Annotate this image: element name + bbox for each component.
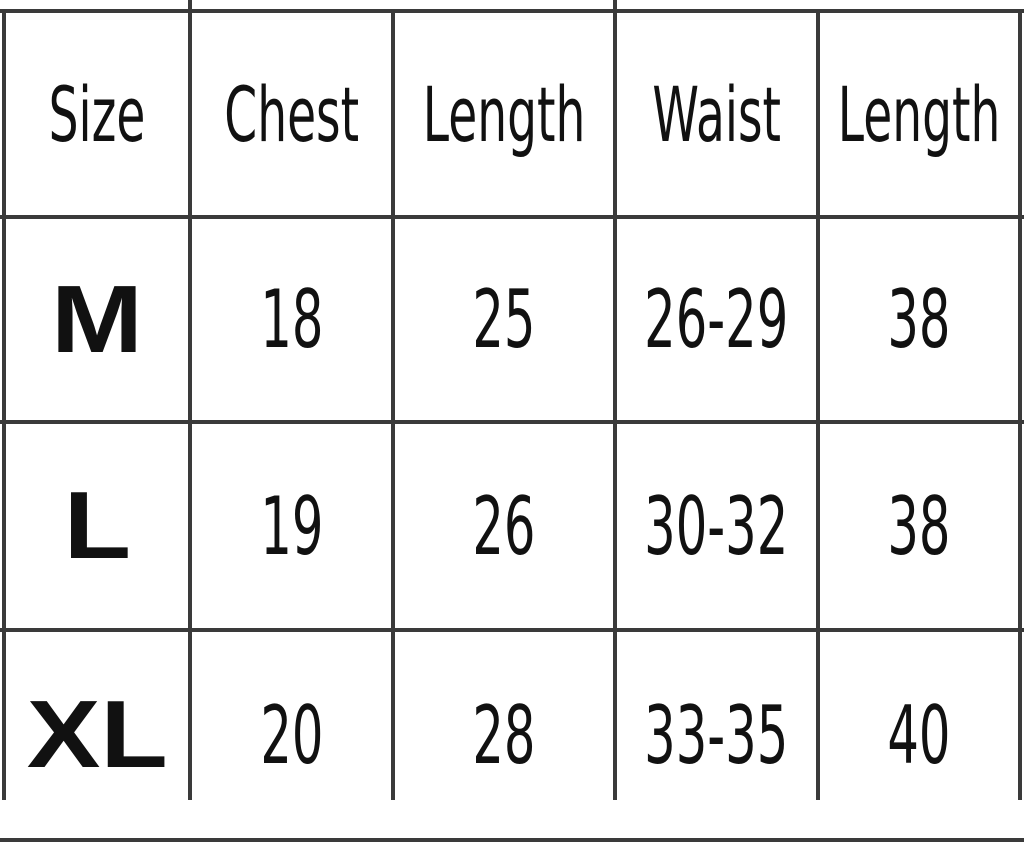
value-cell-text: 30-32 bbox=[644, 479, 789, 573]
size-cell: M bbox=[4, 217, 190, 422]
column-divider bbox=[391, 11, 395, 800]
header-cell-text: Length bbox=[422, 69, 586, 159]
size-cell-text: L bbox=[63, 472, 131, 579]
value-cell-text: 26 bbox=[472, 479, 536, 573]
size-cell: XL bbox=[4, 630, 190, 840]
value-cell: 19 bbox=[190, 422, 393, 630]
value-cell: 30-32 bbox=[615, 422, 818, 630]
value-cell-text: 20 bbox=[259, 688, 324, 782]
value-cell-text: 18 bbox=[259, 273, 324, 366]
value-cell-text: 38 bbox=[887, 479, 951, 573]
header-cell: Length bbox=[393, 11, 615, 217]
column-divider bbox=[1018, 11, 1022, 800]
value-cell-text: 38 bbox=[887, 273, 951, 366]
column-divider bbox=[2, 11, 6, 800]
column-divider bbox=[613, 0, 617, 800]
value-cell: 40 bbox=[818, 630, 1020, 840]
value-cell-text: 28 bbox=[472, 688, 536, 782]
row-divider bbox=[0, 9, 1024, 13]
header-cell: Length bbox=[818, 11, 1020, 217]
row-divider bbox=[0, 420, 1024, 424]
value-cell: 25 bbox=[393, 217, 615, 422]
size-cell-text: XL bbox=[26, 681, 168, 788]
value-cell: 38 bbox=[818, 217, 1020, 422]
header-cell-text: Chest bbox=[224, 69, 359, 159]
value-cell: 38 bbox=[818, 422, 1020, 630]
column-divider bbox=[816, 11, 820, 800]
value-cell-text: 33-35 bbox=[644, 688, 789, 782]
row-divider bbox=[0, 215, 1024, 219]
size-cell: L bbox=[4, 422, 190, 630]
column-divider bbox=[188, 0, 192, 800]
header-cell-text: Size bbox=[48, 69, 146, 159]
value-cell-text: 26-29 bbox=[644, 273, 789, 366]
header-cell-text: Waist bbox=[652, 69, 781, 159]
size-cell-text: M bbox=[51, 265, 143, 373]
value-cell-text: 25 bbox=[472, 273, 536, 366]
value-cell: 26 bbox=[393, 422, 615, 630]
value-cell: 26-29 bbox=[615, 217, 818, 422]
header-cell: Waist bbox=[615, 11, 818, 217]
value-cell: 18 bbox=[190, 217, 393, 422]
value-cell: 28 bbox=[393, 630, 615, 840]
header-cell: Chest bbox=[190, 11, 393, 217]
header-cell-text: Length bbox=[837, 69, 1001, 159]
value-cell-text: 19 bbox=[259, 479, 324, 573]
value-cell: 33-35 bbox=[615, 630, 818, 840]
value-cell-text: 40 bbox=[887, 688, 951, 782]
header-cell: Size bbox=[4, 11, 190, 217]
value-cell: 20 bbox=[190, 630, 393, 840]
row-divider bbox=[0, 628, 1024, 632]
